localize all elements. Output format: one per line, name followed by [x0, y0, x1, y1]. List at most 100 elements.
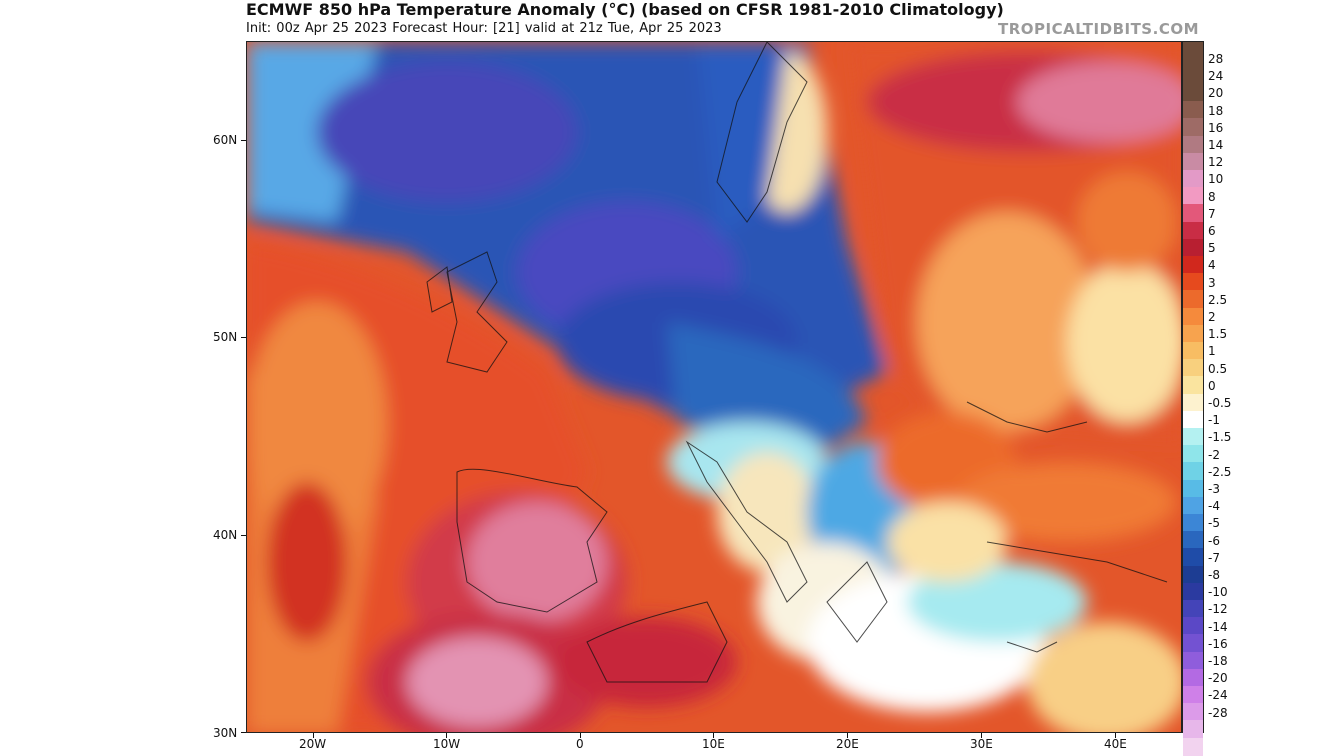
lon-label-20w: 20W	[299, 737, 327, 751]
lon-label-40e: 40E	[1104, 737, 1127, 751]
colorbar-label: -2	[1208, 447, 1220, 462]
lat-tick	[241, 535, 246, 536]
colorbar-label: -12	[1208, 602, 1228, 617]
colorbar-label: -8	[1208, 568, 1220, 582]
colorbar-label: 6	[1208, 224, 1216, 238]
colorbar-label: 12	[1208, 155, 1224, 170]
colorbar-label: -24	[1208, 688, 1228, 703]
colorbar-label: -2.5	[1208, 464, 1232, 479]
colorbar-label: 16	[1208, 120, 1224, 135]
colorbar-swatch	[1183, 737, 1203, 756]
colorbar-label: -10	[1208, 585, 1228, 600]
lon-tick	[713, 733, 714, 738]
colorbar-label: -1	[1208, 413, 1220, 428]
colorbar-swatch	[1183, 187, 1203, 206]
colorbar-swatch	[1183, 548, 1203, 567]
colorbar-swatch	[1183, 600, 1203, 619]
colorbar-swatch	[1183, 273, 1203, 292]
colorbar	[1182, 41, 1204, 756]
colorbar-swatch	[1183, 152, 1203, 171]
colorbar-label: 20	[1208, 86, 1224, 101]
colorbar-label: 7	[1208, 206, 1216, 221]
colorbar-swatch	[1183, 634, 1203, 653]
lon-tick	[446, 733, 447, 738]
colorbar-label: 24	[1208, 69, 1224, 84]
colorbar-swatch	[1183, 445, 1203, 464]
colorbar-swatch	[1183, 462, 1203, 481]
lon-tick	[313, 733, 314, 738]
colorbar-label: 2	[1208, 310, 1216, 324]
colorbar-label: -1.5	[1208, 430, 1232, 445]
colorbar-swatch	[1183, 170, 1203, 189]
colorbar-swatch	[1183, 410, 1203, 429]
lon-tick	[580, 733, 581, 738]
colorbar-swatch	[1183, 479, 1203, 498]
colorbar-swatch	[1183, 118, 1203, 137]
lon-tick	[981, 733, 982, 738]
colorbar-label: -16	[1208, 636, 1228, 651]
colorbar-swatch	[1183, 342, 1203, 361]
colorbar-swatch	[1183, 531, 1203, 550]
colorbar-label: -3	[1208, 482, 1220, 496]
colorbar-swatch	[1183, 496, 1203, 515]
colorbar-swatch	[1183, 84, 1203, 103]
colorbar-swatch	[1183, 703, 1203, 722]
lon-label-20e: 20E	[836, 737, 859, 751]
colorbar-swatch	[1183, 307, 1203, 326]
colorbar-label: -18	[1208, 654, 1228, 668]
colorbar-label: 2.5	[1208, 292, 1228, 307]
colorbar-swatch	[1183, 582, 1203, 601]
lon-tick	[1115, 733, 1116, 738]
colorbar-label: 4	[1208, 258, 1216, 273]
colorbar-swatch	[1183, 135, 1203, 154]
colorbar-swatch	[1183, 290, 1203, 309]
colorbar-label: 5	[1208, 241, 1216, 256]
colorbar-label: 8	[1208, 189, 1216, 204]
colorbar-label: -20	[1208, 671, 1228, 686]
lat-tick	[241, 337, 246, 338]
lon-label-0: 0	[576, 737, 584, 751]
colorbar-label: -7	[1208, 550, 1220, 565]
colorbar-label: 28	[1208, 52, 1224, 66]
colorbar-swatch	[1183, 101, 1203, 120]
anomaly-map-graphic	[247, 42, 1181, 732]
lat-tick	[241, 732, 246, 733]
colorbar-swatch	[1183, 221, 1203, 240]
colorbar-swatch	[1183, 514, 1203, 533]
colorbar-swatch	[1183, 565, 1203, 584]
lat-label-30n: 30N	[213, 726, 238, 740]
map-title: ECMWF 850 hPa Temperature Anomaly (°C) (…	[246, 0, 1004, 19]
map-subtitle: Init: 00z Apr 25 2023 Forecast Hour: [21…	[246, 21, 722, 36]
colorbar-label: 0	[1208, 378, 1216, 393]
colorbar-swatch	[1183, 376, 1203, 395]
lat-label-40n: 40N	[213, 528, 238, 542]
anomaly-map	[246, 41, 1182, 733]
colorbar-swatch	[1183, 359, 1203, 378]
lat-tick	[241, 140, 246, 141]
colorbar-label: 1	[1208, 344, 1216, 359]
colorbar-swatch	[1183, 668, 1203, 687]
colorbar-label: -5	[1208, 516, 1220, 531]
lon-label-30e: 30E	[970, 737, 993, 751]
colorbar-label: 3	[1208, 275, 1216, 290]
colorbar-label: 0.5	[1208, 361, 1228, 376]
colorbar-label: 10	[1208, 172, 1224, 187]
lat-label-50n: 50N	[213, 330, 238, 344]
colorbar-label: -4	[1208, 499, 1220, 514]
colorbar-swatch	[1183, 686, 1203, 705]
colorbar-label: 18	[1208, 103, 1224, 118]
colorbar-swatch	[1183, 720, 1203, 739]
colorbar-swatch	[1183, 42, 1203, 92]
brand-watermark: TROPICALTIDBITS.COM	[998, 20, 1199, 38]
colorbar-label: -28	[1208, 705, 1228, 720]
colorbar-swatch	[1183, 651, 1203, 670]
lon-label-10w: 10W	[433, 737, 461, 751]
colorbar-swatch	[1183, 428, 1203, 447]
colorbar-swatch	[1183, 204, 1203, 223]
colorbar-swatch	[1183, 238, 1203, 257]
lat-label-60n: 60N	[213, 133, 238, 147]
colorbar-swatch	[1183, 617, 1203, 636]
colorbar-label: 1.5	[1208, 327, 1228, 342]
colorbar-label: -6	[1208, 533, 1220, 548]
colorbar-label: -14	[1208, 619, 1228, 634]
